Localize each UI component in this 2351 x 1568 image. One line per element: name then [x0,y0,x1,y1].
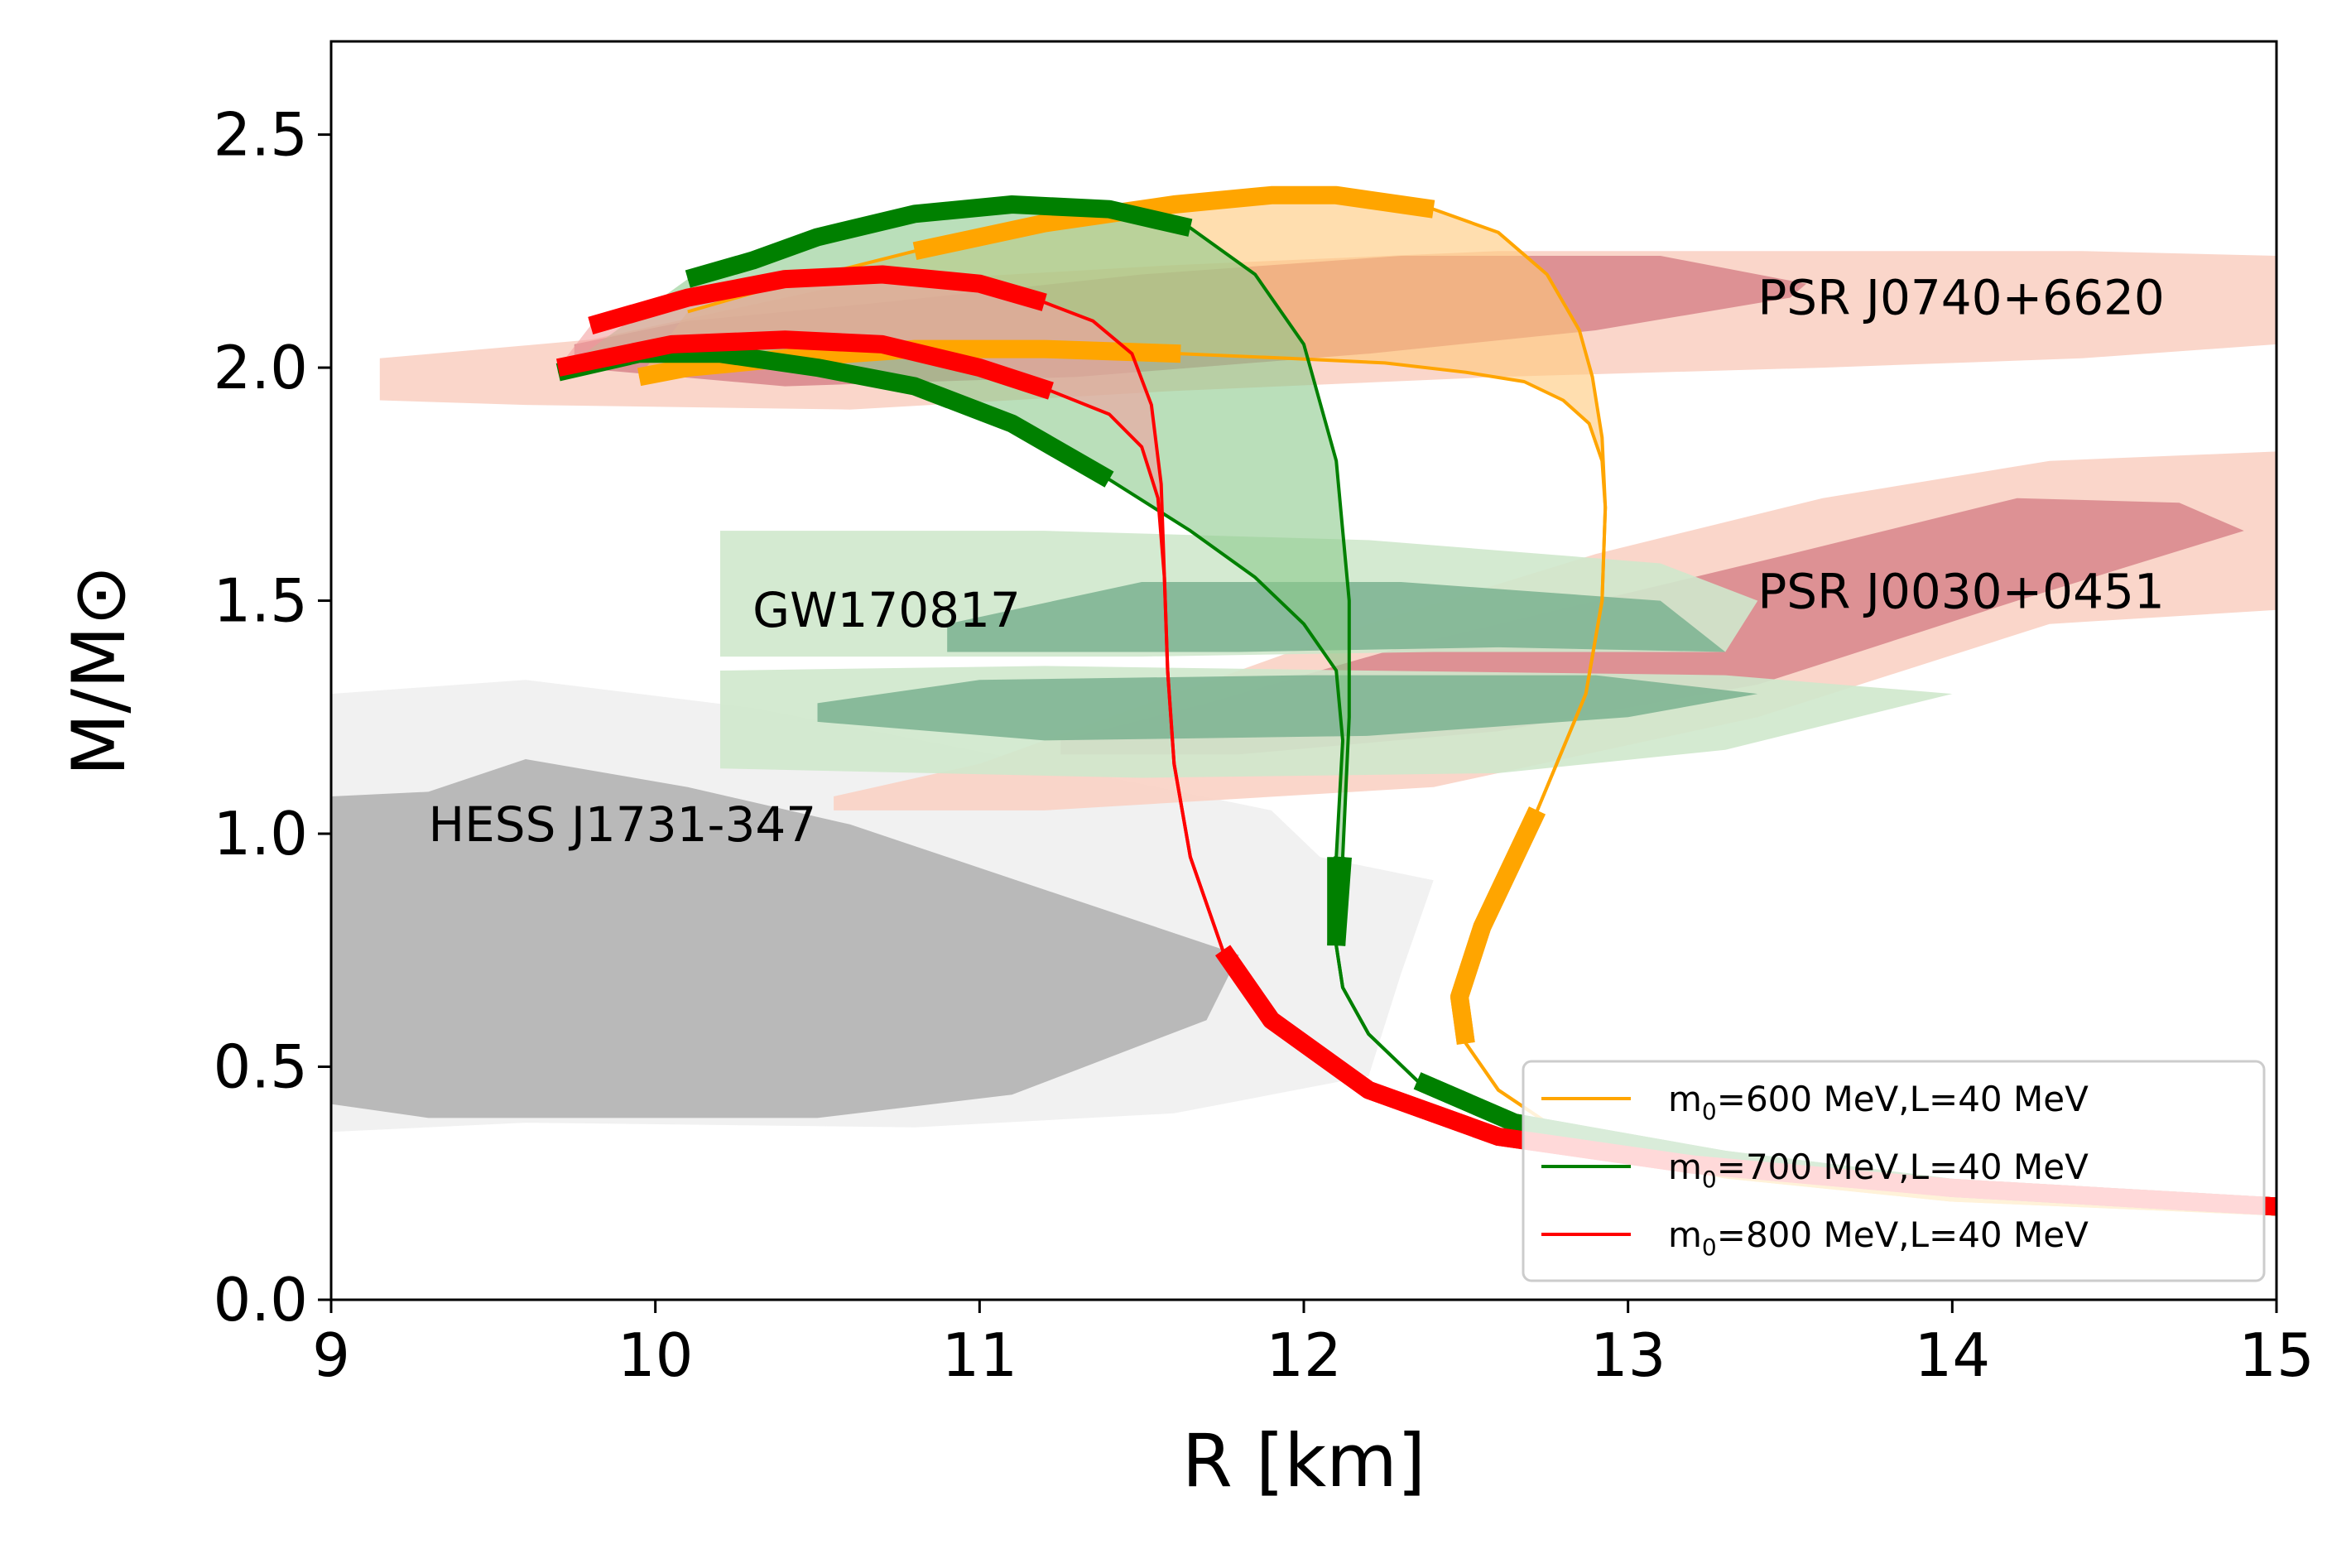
y-tick-label: 1.5 [213,566,308,636]
curve-thick-m0-600-mev-l-40-mev-1-1 [1450,806,1546,1045]
curve-thick-m0-800-mev-l-40-mev-0-1 [555,330,1054,400]
annotation-hess-j1731: HESS J1731-347 [429,796,817,853]
curve-thick-m0-600-mev-l-40-mev-1-2 [912,185,1435,261]
curve-thick-m0-800-mev-l-40-mev-1-1 [588,265,1047,334]
y-tick-label: 0.5 [213,1032,308,1102]
x-tick-label: 13 [1590,1320,1666,1390]
y-tick-label: 2.0 [213,333,308,402]
y-tick-label: 2.5 [213,100,308,170]
x-tick-label: 12 [1266,1320,1342,1390]
x-tick-label: 14 [1915,1320,1991,1390]
x-tick-label: 11 [942,1320,1018,1390]
curve-thick-m0-600-mev-l-40-mev-0-2 [637,339,1181,387]
x-tick-label: 15 [2238,1320,2315,1390]
legend-box [1522,1060,2266,1282]
x-axis-title: R [km] [1182,1418,1426,1503]
curve-thick-m0-700-mev-l-40-mev-1-2 [685,195,1193,288]
legend: m0=600 MeV,L=40 MeV m0=700 MeV,L=40 MeV m0… [1522,1060,2266,1282]
x-tick-label: 9 [312,1320,350,1390]
legend-label-m0-700-mev-l-40-mev: m0=700 MeV,L=40 MeV [1668,1147,2089,1193]
region-gw170817-inner-lower [817,675,1758,741]
legend-label-m0-800-mev-l-40-mev: m0=800 MeV,L=40 MeV [1668,1214,2089,1261]
annotation-psr-j0030: PSR J0030+0451 [1757,563,2164,619]
curve-thick-m0-700-mev-l-40-mev-1-1 [1327,856,1352,946]
eos-bands [558,195,2276,1207]
y-axis-title: M/M⊙ [56,565,142,776]
y-axis-ticks: 0.0 0.5 1.0 1.5 2.0 2.5 [213,100,331,1335]
legend-label-m0-600-mev-l-40-mev: m0=600 MeV,L=40 MeV [1668,1079,2089,1125]
y-tick-label: 1.0 [213,799,308,868]
annotation-gw170817: GW170817 [752,582,1021,638]
x-axis-ticks: 9 10 11 12 13 14 15 [312,1300,2315,1390]
y-tick-label: 0.0 [213,1265,308,1335]
x-tick-label: 10 [618,1320,694,1390]
annotation-psr-j0740: PSR J0740+6620 [1757,270,2164,326]
region-hess-j1731-347-inner [331,759,1239,1118]
annotations: PSR J0740+6620 PSR J0030+0451 GW170817 H… [429,270,2165,853]
